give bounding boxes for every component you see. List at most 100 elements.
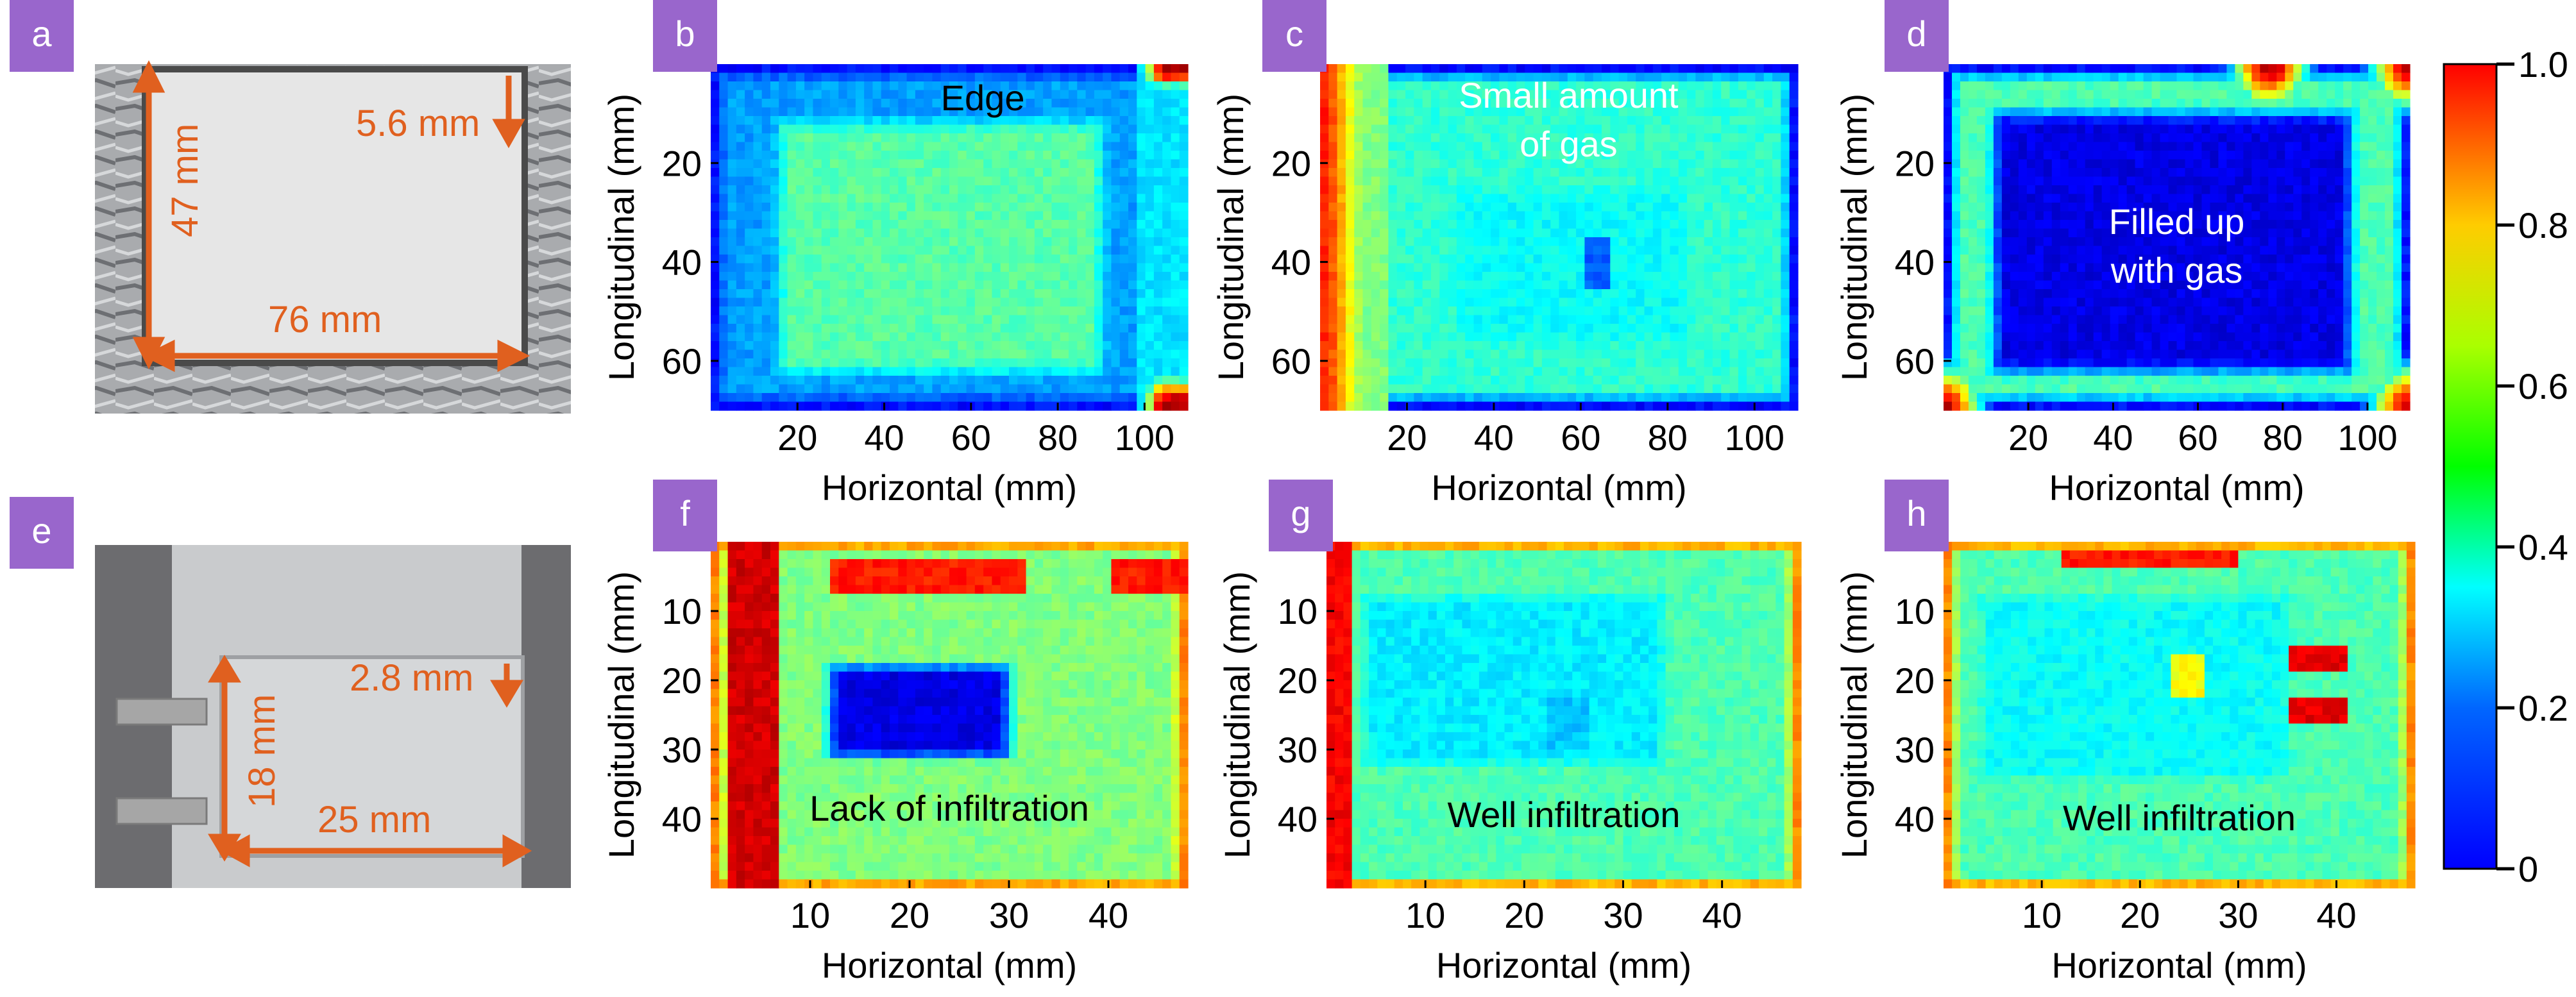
heatmap-cell (974, 297, 984, 307)
heatmap-cell (1414, 211, 1423, 221)
heatmap-cell (711, 99, 720, 108)
heatmap-cell (1422, 393, 1432, 403)
heatmap-cell (1576, 306, 1586, 316)
heatmap-cell (804, 151, 814, 160)
heatmap-cell (2010, 99, 2019, 108)
heatmap-cell (1729, 220, 1739, 230)
heatmap-cell (1951, 81, 1961, 91)
heatmap-cell (1482, 228, 1491, 238)
heatmap-cell (1636, 142, 1645, 151)
heatmap-cell (1473, 401, 1483, 411)
heatmap-cell (1328, 211, 1338, 221)
heatmap-cell (1337, 358, 1346, 368)
heatmap-cell (745, 142, 754, 151)
heatmap-cell (1602, 228, 1611, 238)
heatmap-cell (1414, 358, 1423, 368)
heatmap-cell (1550, 255, 1560, 264)
heatmap-cell (745, 220, 754, 230)
heatmap-cell (1747, 176, 1756, 186)
heatmap-cell (1670, 185, 1679, 195)
heatmap-cell (1576, 81, 1586, 91)
heatmap-cell (830, 255, 839, 264)
heatmap-cell (711, 176, 720, 186)
heatmap-cell (890, 176, 899, 186)
heatmap-cell (1491, 263, 1500, 272)
heatmap-cell (1567, 99, 1577, 108)
heatmap-cell (1670, 349, 1679, 359)
heatmap-cell (727, 280, 737, 290)
heatmap-cell (1541, 341, 1551, 351)
heatmap-cell (1763, 228, 1773, 238)
heatmap-cell (1738, 228, 1747, 238)
heatmap-cell (2193, 107, 2203, 117)
heatmap-cell (1516, 211, 1525, 221)
heatmap-cell (1670, 220, 1679, 230)
heatmap-cell (1627, 124, 1636, 134)
heatmap-cell (1069, 349, 1078, 359)
heatmap-cell (1704, 272, 1713, 281)
heatmap-cell (1388, 203, 1398, 212)
heatmap-cell (932, 324, 942, 333)
heatmap-cell (1704, 376, 1713, 385)
heatmap-cell (1060, 341, 1069, 351)
heatmap-cell (2326, 116, 2335, 126)
heatmap-cell (821, 306, 831, 316)
heatmap-cell (1687, 306, 1696, 316)
heatmap-cell (761, 168, 771, 178)
heatmap-cell (711, 151, 720, 160)
heatmap-cell (898, 332, 908, 342)
heatmap-cell (1017, 159, 1027, 169)
heatmap-cell (1789, 81, 1799, 91)
heatmap-cell (1009, 272, 1018, 281)
heatmap-cell (1145, 124, 1155, 134)
heatmap-cell (1755, 116, 1765, 126)
heatmap-cell (1491, 255, 1500, 264)
heatmap-cell (1627, 81, 1636, 91)
heatmap-cell (1507, 332, 1517, 342)
heatmap-cell (1993, 64, 2003, 74)
heatmap-cell (924, 203, 933, 212)
heatmap-cell (1320, 280, 1329, 290)
x-tick-label: 100 (1725, 417, 1784, 458)
heatmap-cell (779, 203, 788, 212)
heatmap-cell (1550, 203, 1560, 212)
heatmap-cell (1034, 194, 1044, 203)
heatmap-cell (804, 168, 814, 178)
heatmap-cell (1755, 263, 1765, 272)
heatmap-cell (1644, 159, 1654, 169)
heatmap-cell (1576, 393, 1586, 403)
heatmap-cell (1636, 168, 1645, 178)
heatmap-cell (1704, 349, 1713, 359)
heatmap-cell (1026, 289, 1035, 299)
heatmap-cell (1525, 401, 1534, 411)
heatmap-cell (1636, 246, 1645, 255)
heatmap-cell (1043, 315, 1053, 324)
heatmap-cell (1789, 168, 1799, 178)
heatmap-cell (787, 64, 797, 74)
heatmap-cell (838, 185, 848, 195)
heatmap-cell (1789, 220, 1799, 230)
heatmap-cell (1781, 358, 1790, 368)
heatmap-cell (890, 107, 899, 117)
heatmap-cell (779, 90, 788, 99)
heatmap-cell (1405, 349, 1414, 359)
heatmap-cell (1354, 220, 1364, 230)
heatmap-cell (1993, 90, 2003, 99)
heatmap-cell (881, 272, 890, 281)
heatmap-cell (855, 289, 865, 299)
heatmap-cell (1119, 297, 1129, 307)
heatmap-cell (1618, 159, 1628, 169)
heatmap-cell (1567, 90, 1577, 99)
heatmap-cell (1103, 176, 1112, 186)
panel-annotation: of gas (1520, 124, 1618, 164)
heatmap-cell (2243, 116, 2252, 126)
heatmap-cell (1704, 263, 1713, 272)
heatmap-cell (1747, 349, 1756, 359)
heatmap-cell (1414, 64, 1423, 74)
heatmap-cell (1636, 72, 1645, 82)
heatmap-cell (974, 324, 984, 333)
heatmap-cell (1644, 99, 1654, 108)
heatmap-cell (1328, 358, 1338, 368)
heatmap-cell (1179, 393, 1189, 403)
heatmap-cell (1473, 306, 1483, 316)
